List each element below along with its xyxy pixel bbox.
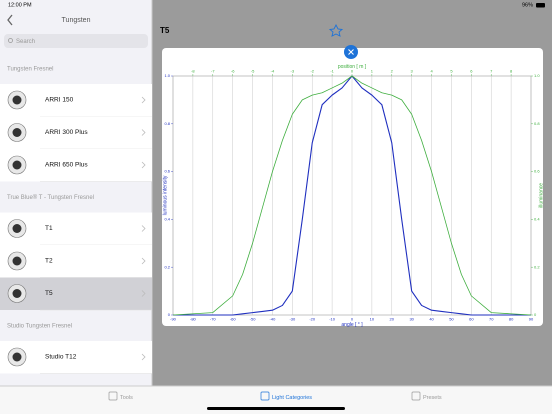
x2-tick-label: 3 [411,69,414,74]
search-bar[interactable] [4,34,148,48]
close-icon [348,49,354,55]
chevron [141,161,146,169]
item-label: ARRI 300 Plus [45,129,88,136]
x2-tick-label: -5 [251,69,255,74]
section-header: True Blue® T - Tungsten Fresnel [7,194,94,201]
item-label: ARRI 150 [45,97,74,104]
section-header: Studio Tungsten Fresnel [7,324,72,330]
x2-tick-label: 0 [351,69,354,74]
x-axis-title: angle [ ° ] [341,322,363,328]
x2-tick-label: 1 [371,69,374,74]
y-tick-label: 1.0 [534,73,540,78]
series-line [172,75,532,316]
battery-icon [536,3,545,8]
y-tick-label: 0 [168,312,171,317]
x2-tick-label: 8 [510,69,513,74]
x-tick-label: -40 [270,317,277,322]
item-label: T2 [45,258,53,265]
back-button[interactable] [7,14,13,26]
chevron [141,129,146,136]
item-label: Studio T12 [45,354,77,361]
item-label: ARRI 650 Plus [45,162,88,169]
x2-tick-label: -6 [231,69,235,74]
x2-tick-label: -2 [310,69,314,74]
x-tick-label: 50 [449,317,454,322]
x-tick-label: 40 [429,317,434,322]
y-tick-label: 0.8 [164,121,170,126]
x-tick-label: -80 [190,317,197,322]
battery: 96% [522,2,533,8]
fixture-lens [12,224,22,233]
favorite-star[interactable] [328,23,344,37]
item-label: T1 [45,225,53,232]
x2-tick-label: -1 [330,69,334,74]
x2-tick-label: -8 [191,69,195,74]
tab-icon[interactable] [108,391,118,401]
fixture-lens [12,352,22,362]
x-tick-label: -30 [289,317,296,322]
detail-title: T5 [160,26,170,35]
y-tick-label: 0.4 [534,216,540,221]
chevron [141,96,146,104]
x-tick-label: 90 [529,317,534,322]
x2-tick-label: -4 [271,69,275,74]
y-tick-label: 0.6 [534,169,540,174]
fixture-lens [12,128,22,137]
x-tick-label: -70 [210,317,217,322]
x-tick-label: 70 [489,317,494,322]
tab-icon[interactable] [411,391,421,401]
y-tick-label: 1.0 [164,73,170,78]
x2-tick-label: 5 [450,69,453,74]
y-tick-label: 0.6 [164,169,170,174]
x2-tick-label: 6 [470,69,473,74]
item-label: T5 [45,290,53,297]
x2-tick-label: -7 [211,69,215,74]
x2-tick-label: 2 [391,69,394,74]
y-axis-title: luminous intensity [162,175,168,215]
x-tick-label: 60 [469,317,474,322]
x-tick-label: 0 [351,317,354,322]
x-tick-label: 10 [370,317,375,322]
tab-icon[interactable] [260,391,270,401]
x-tick-label: -50 [250,317,257,322]
x-tick-label: 80 [509,317,514,322]
y-tick-label: 0.4 [164,216,170,221]
chevron [141,290,146,297]
search-icon [8,38,13,43]
search-placeholder: Search [16,39,35,45]
fixture-lens [12,95,22,105]
tab-label[interactable]: Presets [423,395,442,401]
y2-axis-title: illuminance [538,183,544,208]
x-tick-label: -90 [170,317,177,322]
x-tick-label: -10 [329,317,336,322]
y-tick-label: 0 [534,312,537,317]
chart-modal [162,48,543,326]
fixture-lens [12,256,22,266]
tab-label[interactable]: Light Categories [272,395,312,401]
section-header: Tungsten Fresnel [7,67,53,73]
y-tick-label: 0.2 [534,264,540,269]
time: 12:00 PM [8,2,32,8]
chevron [141,353,146,361]
tab-label[interactable]: Tools [120,395,133,401]
fixture-lens [12,289,22,298]
dynamic: Tungsten Fresnel ARRI 150 ARRI 300 Plus ARR… [0,64,544,401]
x-tick-label: 30 [409,317,414,322]
sidebar-title: Tungsten [62,17,91,24]
x2-axis-title: position [ m ] [338,64,367,70]
x-tick-label: 20 [390,317,395,322]
fixture-lens [12,160,22,170]
x2-tick-label: 7 [490,69,493,74]
chevron [141,257,146,265]
chevron [141,225,146,232]
x2-tick-label: -3 [291,69,295,74]
x2-tick-label: 4 [430,69,433,74]
y-tick-label: 0.8 [534,121,540,126]
x-tick-label: -60 [230,317,237,322]
y-tick-label: 0.2 [164,264,170,269]
home-indicator [207,407,345,410]
x-tick-label: -20 [309,317,316,322]
